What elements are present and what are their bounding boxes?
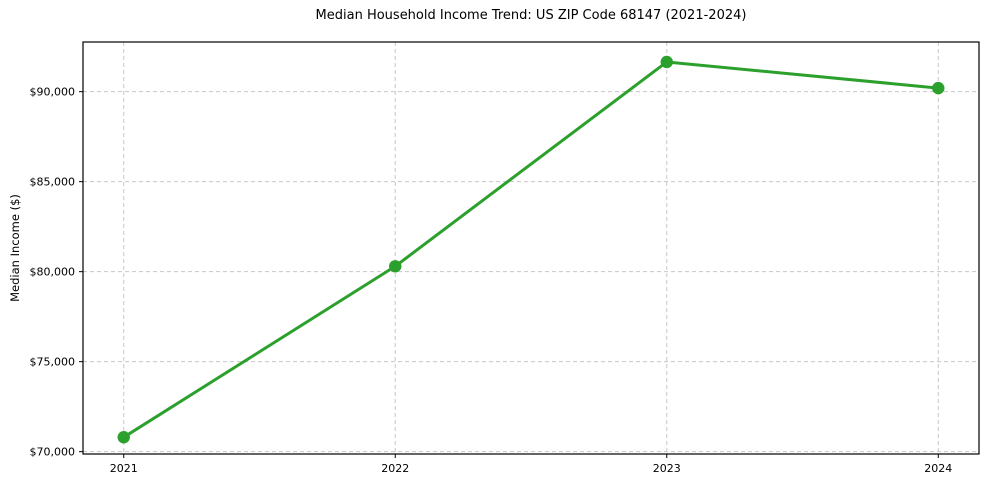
y-tick-label: $80,000 (30, 266, 76, 279)
x-tick-label: 2023 (653, 462, 681, 475)
y-tick-label: $90,000 (30, 86, 76, 99)
data-point-2024 (932, 81, 945, 95)
x-tick-label: 2021 (110, 462, 138, 475)
x-tick-label: 2024 (924, 462, 952, 475)
y-tick-label: $70,000 (30, 446, 76, 459)
data-point-2022 (389, 260, 402, 273)
y-tick-label: $85,000 (30, 176, 76, 189)
data-point-2023 (660, 55, 673, 69)
chart-title: Median Household Income Trend: US ZIP Co… (315, 8, 747, 23)
plot-border (82, 41, 980, 455)
y-tick-label: $75,000 (30, 356, 76, 369)
x-tick-label: 2022 (381, 462, 409, 475)
data-point-2021 (117, 431, 130, 444)
trend-line (122, 60, 940, 439)
